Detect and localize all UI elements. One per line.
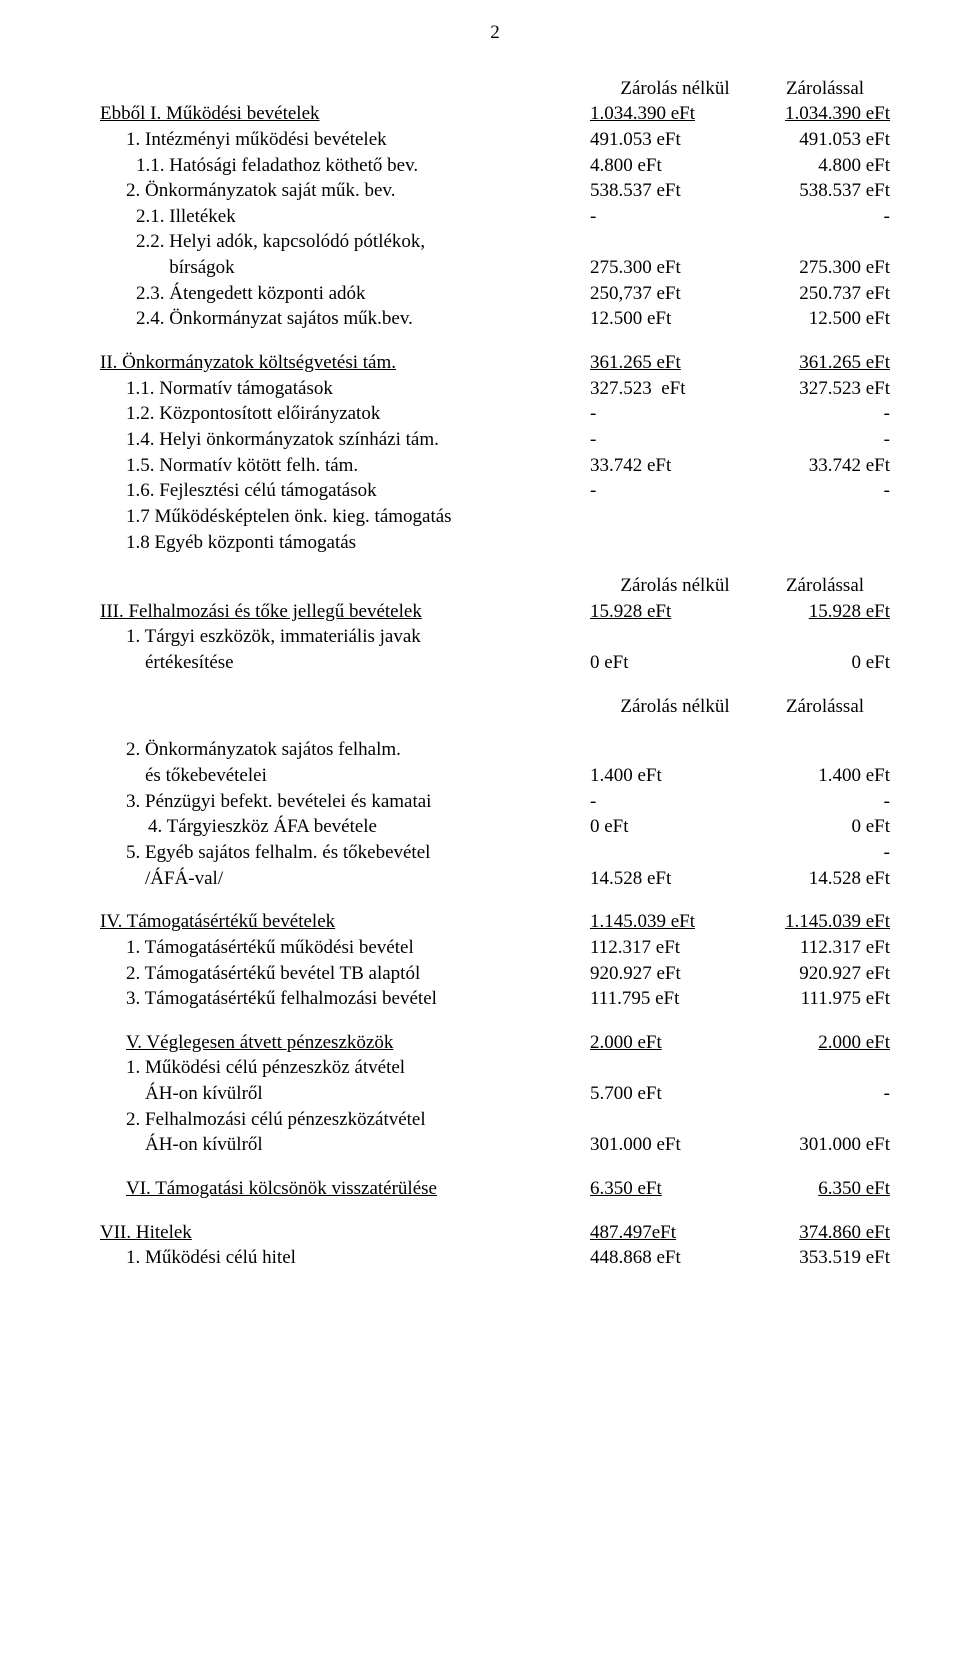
row-i-2-3: 2.3. Átengedett központi adók 250,737 eF… — [100, 281, 890, 307]
column-headers: Zárolás nélkül Zárolással — [100, 76, 890, 102]
section-i: Ebből I. Működési bevételek 1.034.390 eF… — [100, 101, 890, 332]
section-iv: IV. Támogatásértékű bevételek 1.145.039 … — [100, 909, 890, 1012]
col-header-zv: Zárolással — [760, 76, 890, 102]
row-iii-1a: 1. Tárgyi eszközök, immateriális javak — [100, 624, 890, 650]
row-ii-1-1: 1.1. Normatív támogatások 327.523 eFt 32… — [100, 376, 890, 402]
row-i-1-1: 1.1. Hatósági feladathoz köthető bev. 4.… — [100, 153, 890, 179]
col-header-zn: Zárolás nélkül — [590, 76, 760, 102]
col-header-zn-2: Zárolás nélkül — [590, 573, 760, 599]
row-vii-total: VII. Hitelek 487.497eFt 374.860 eFt — [100, 1220, 890, 1246]
row-ii-1-2: 1.2. Központosított előirányzatok - - — [100, 401, 890, 427]
row-iv-total: IV. Támogatásértékű bevételek 1.145.039 … — [100, 909, 890, 935]
row-v-total: V. Véglegesen átvett pénzeszközök 2.000 … — [100, 1030, 890, 1056]
row-i-2-4: 2.4. Önkormányzat sajátos műk.bev. 12.50… — [100, 306, 890, 332]
row-i-1: 1. Intézményi működési bevételek 491.053… — [100, 127, 890, 153]
col-header-zv-3: Zárolással — [760, 694, 890, 720]
row-iv-1: 1. Támogatásértékű működési bevétel 112.… — [100, 935, 890, 961]
section-iii: III. Felhalmozási és tőke jellegű bevéte… — [100, 599, 890, 676]
page-number: 2 — [100, 20, 890, 46]
row-i-2-2a: 2.2. Helyi adók, kapcsolódó pótlékok, — [100, 229, 890, 255]
col-header-zn-3: Zárolás nélkül — [590, 694, 760, 720]
section-v: V. Véglegesen átvett pénzeszközök 2.000 … — [100, 1030, 890, 1158]
row-iii-4: 4. Tárgyieszköz ÁFA bevétele 0 eFt 0 eFt — [100, 814, 890, 840]
row-i-2-2b: bírságok 275.300 eFt 275.300 eFt — [100, 255, 890, 281]
section-iii-b: 2. Önkormányzatok sajátos felhalm. és tő… — [100, 737, 890, 891]
row-vi-total: VI. Támogatási kölcsönök visszatérülése … — [100, 1176, 890, 1202]
column-headers-3: Zárolás nélkül Zárolással — [100, 694, 890, 720]
row-v-2b: ÁH-on kívülről 301.000 eFt 301.000 eFt — [100, 1132, 890, 1158]
row-ii-total: II. Önkormányzatok költségvetési tám. 36… — [100, 350, 890, 376]
row-v-2a: 2. Felhalmozási célú pénzeszközátvétel — [100, 1107, 890, 1133]
row-iii-1b: értékesítése 0 eFt 0 eFt — [100, 650, 890, 676]
row-iii-total: III. Felhalmozási és tőke jellegű bevéte… — [100, 599, 890, 625]
row-iii-2b: és tőkebevételei 1.400 eFt 1.400 eFt — [100, 763, 890, 789]
row-vii-1: 1. Működési célú hitel 448.868 eFt 353.5… — [100, 1245, 890, 1271]
row-ii-1-5: 1.5. Normatív kötött felh. tám. 33.742 e… — [100, 453, 890, 479]
row-ii-1-8: 1.8 Egyéb központi támogatás — [100, 530, 890, 556]
row-v-1b: ÁH-on kívülről 5.700 eFt - — [100, 1081, 890, 1107]
row-iii-5b: /ÁFÁ-val/ 14.528 eFt 14.528 eFt — [100, 866, 890, 892]
column-headers-2: Zárolás nélkül Zárolással — [100, 573, 890, 599]
row-i-2: 2. Önkormányzatok saját műk. bev. 538.53… — [100, 178, 890, 204]
row-i-2-1: 2.1. Illetékek - - — [100, 204, 890, 230]
row-iii-5: 5. Egyéb sajátos felhalm. és tőkebevétel… — [100, 840, 890, 866]
row-v-1a: 1. Működési célú pénzeszköz átvétel — [100, 1055, 890, 1081]
section-vii: VII. Hitelek 487.497eFt 374.860 eFt 1. M… — [100, 1220, 890, 1271]
row-iii-3: 3. Pénzügyi befekt. bevételei és kamatai… — [100, 789, 890, 815]
row-iii-2a: 2. Önkormányzatok sajátos felhalm. — [100, 737, 890, 763]
row-ii-1-4: 1.4. Helyi önkormányzatok színházi tám. … — [100, 427, 890, 453]
row-i-total: Ebből I. Működési bevételek 1.034.390 eF… — [100, 101, 890, 127]
section-vi: VI. Támogatási kölcsönök visszatérülése … — [100, 1176, 890, 1202]
col-header-zv-2: Zárolással — [760, 573, 890, 599]
row-iv-3: 3. Támogatásértékű felhalmozási bevétel … — [100, 986, 890, 1012]
row-ii-1-7: 1.7 Működésképtelen önk. kieg. támogatás — [100, 504, 890, 530]
row-ii-1-6: 1.6. Fejlesztési célú támogatások - - — [100, 478, 890, 504]
row-iv-2: 2. Támogatásértékű bevétel TB alaptól 92… — [100, 961, 890, 987]
section-ii: II. Önkormányzatok költségvetési tám. 36… — [100, 350, 890, 555]
